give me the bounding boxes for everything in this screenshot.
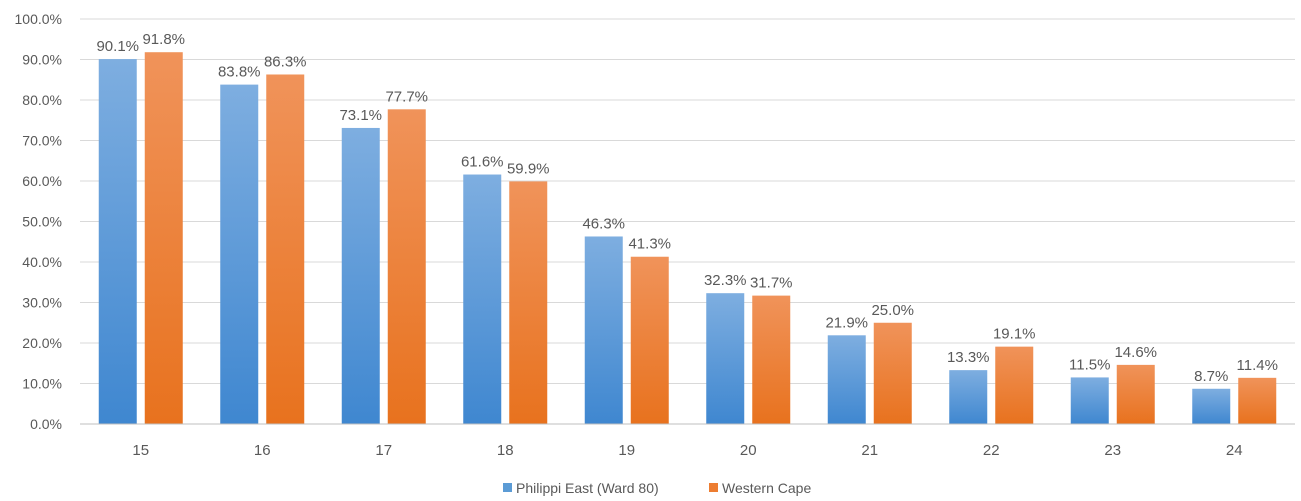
legend-label: Western Cape: [722, 480, 811, 496]
bar-western-cape-23: [1116, 364, 1155, 424]
legend-swatch-philippi-east: [503, 483, 512, 492]
data-label: 14.6%: [1114, 344, 1157, 361]
x-tick-label: 18: [497, 442, 514, 459]
y-tick-label: 10.0%: [22, 376, 62, 392]
gridlines: [80, 18, 1295, 384]
bar-philippi-east-19: [584, 236, 623, 424]
data-label: 90.1%: [96, 38, 139, 55]
y-axis-ticks: 0.0% 10.0% 20.0% 30.0% 40.0% 50.0% 60.0% 70.0% 8…: [15, 11, 62, 432]
y-tick-label: 50.0%: [22, 214, 62, 230]
data-label: 21.9%: [825, 314, 868, 331]
data-label: 32.3%: [704, 272, 747, 289]
bar-philippi-east-15: [98, 59, 137, 424]
data-label: 91.8%: [142, 31, 185, 48]
bar-philippi-east-17: [341, 127, 380, 424]
bar-western-cape-20: [752, 295, 791, 424]
y-tick-label: 90.0%: [22, 52, 62, 68]
bar-philippi-east-24: [1192, 388, 1231, 424]
bar-western-cape-17: [387, 109, 426, 424]
x-tick-label: 21: [861, 442, 878, 459]
bar-western-cape-16: [266, 74, 305, 425]
bar-philippi-east-21: [827, 335, 866, 424]
legend-swatch-western-cape: [709, 483, 718, 492]
bar-western-cape-21: [873, 322, 912, 424]
x-tick-label: 16: [254, 442, 271, 459]
x-tick-label: 24: [1226, 442, 1243, 459]
x-tick-label: 20: [740, 442, 757, 459]
data-labels: 90.1% 91.8% 83.8%86.3% 73.1%77.7% 61.6% 59.9%…: [96, 31, 1277, 385]
x-tick-label: 19: [618, 442, 635, 459]
y-tick-label: 20.0%: [22, 335, 62, 351]
x-tick-label: 15: [132, 442, 149, 459]
y-tick-label: 70.0%: [22, 133, 62, 149]
data-label: 77.7%: [385, 88, 428, 105]
bar-western-cape-18: [509, 181, 548, 424]
data-label: 11.4%: [1237, 357, 1278, 374]
legend: Philippi East (Ward 80) Western Cape: [503, 480, 811, 496]
y-tick-label: 60.0%: [22, 173, 62, 189]
bar-western-cape-22: [995, 346, 1034, 424]
x-tick-label: 22: [983, 442, 1000, 459]
y-tick-label: 0.0%: [30, 416, 62, 432]
data-label: 61.6%: [461, 154, 504, 171]
bar-philippi-east-18: [463, 174, 502, 424]
data-label: 59.9%: [507, 160, 550, 177]
data-label: 8.7%: [1194, 368, 1228, 385]
data-label: 46.3%: [582, 215, 625, 232]
data-label: 13.3%: [947, 349, 990, 366]
bar-philippi-east-20: [706, 293, 745, 424]
data-label: 73.1%: [339, 107, 382, 124]
bar-western-cape-24: [1238, 377, 1277, 424]
y-tick-label: 30.0%: [22, 295, 62, 311]
x-tick-label: 17: [375, 442, 392, 459]
data-label: 25.0%: [871, 302, 914, 319]
y-tick-label: 100.0%: [15, 11, 62, 27]
bar-philippi-east-22: [949, 370, 988, 424]
bar-western-cape-15: [144, 52, 183, 425]
data-label: 83.8%: [218, 64, 261, 81]
data-label: 11.5%: [1069, 356, 1110, 373]
x-axis-ticks: 15 16 17 18 19 20 21 22 23 24: [132, 442, 1242, 459]
data-label: 41.3%: [628, 236, 671, 253]
y-tick-label: 80.0%: [22, 92, 62, 108]
bar-western-cape-19: [630, 256, 669, 424]
data-label: 86.3%: [264, 53, 307, 70]
bars: [98, 52, 1277, 425]
data-label: 19.1%: [993, 326, 1036, 343]
x-tick-label: 23: [1104, 442, 1121, 459]
bar-philippi-east-23: [1070, 377, 1109, 424]
data-label: 31.7%: [750, 275, 793, 292]
legend-label: Philippi East (Ward 80): [516, 480, 659, 496]
y-tick-label: 40.0%: [22, 254, 62, 270]
bar-philippi-east-16: [220, 84, 259, 425]
